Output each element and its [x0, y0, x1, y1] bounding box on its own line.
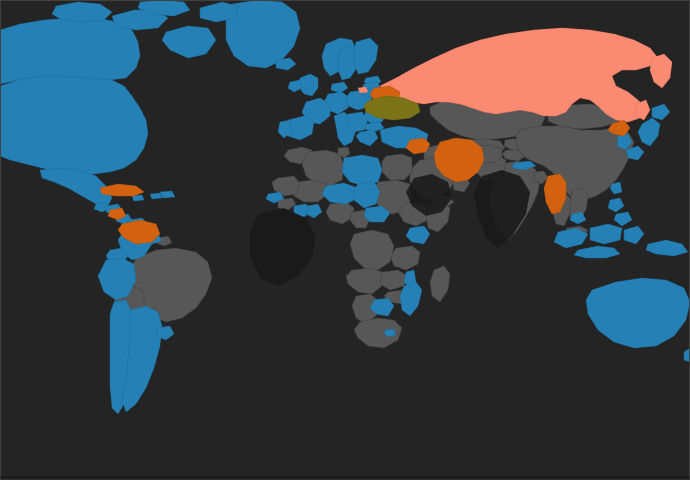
landmass-africa-west-shadow — [250, 208, 316, 286]
country-russia-kamchatka[interactable] — [649, 53, 673, 89]
country-dr-congo[interactable] — [349, 229, 395, 271]
country-egypt[interactable] — [381, 153, 413, 181]
country-china[interactable] — [515, 125, 635, 201]
country-layer-ukraine — [363, 95, 421, 121]
country-bangladesh[interactable] — [533, 170, 549, 185]
country-jamaica[interactable] — [131, 194, 145, 202]
country-portugal[interactable] — [277, 119, 293, 139]
country-philippines-1[interactable] — [607, 197, 625, 213]
country-cuba[interactable] — [99, 183, 145, 197]
country-taiwan[interactable] — [609, 181, 623, 195]
country-france[interactable] — [301, 97, 331, 125]
country-guinea[interactable] — [277, 197, 297, 211]
country-japan-south[interactable] — [625, 145, 645, 161]
country-ghana[interactable] — [305, 203, 323, 219]
country-united-states[interactable] — [0, 73, 149, 175]
country-madagascar[interactable] — [429, 265, 451, 303]
country-iran[interactable] — [433, 137, 485, 183]
country-balkans[interactable] — [345, 111, 369, 133]
country-mauritania[interactable] — [271, 175, 301, 197]
country-iceland[interactable] — [275, 57, 297, 71]
country-indonesia-java[interactable] — [573, 245, 621, 259]
country-north-korea[interactable] — [607, 119, 631, 137]
country-libya[interactable] — [341, 154, 383, 187]
country-philippines-2[interactable] — [613, 211, 633, 227]
country-russia-kaliningrad[interactable] — [357, 86, 369, 94]
country-indonesia-sumatra[interactable] — [553, 227, 589, 249]
country-ireland[interactable] — [287, 79, 303, 93]
country-baffin[interactable] — [161, 25, 217, 59]
country-nicaragua[interactable] — [107, 207, 127, 221]
country-myanmar[interactable] — [543, 173, 567, 215]
country-senegal[interactable] — [265, 191, 285, 204]
country-central-african-republic[interactable] — [363, 205, 391, 223]
country-venezuela[interactable] — [117, 219, 161, 245]
country-russia-sakhalin[interactable] — [635, 99, 651, 121]
country-cambodia[interactable] — [569, 211, 587, 225]
country-haiti[interactable] — [149, 192, 163, 200]
country-mozambique[interactable] — [399, 281, 423, 317]
country-japan[interactable] — [637, 117, 661, 147]
country-denmark[interactable] — [330, 81, 349, 94]
country-dominican-republic[interactable] — [159, 190, 176, 199]
country-canada-arctic-1[interactable] — [51, 1, 113, 23]
country-japan-hokkaido[interactable] — [651, 103, 671, 121]
country-canada[interactable] — [0, 17, 141, 85]
landmass-india-shadow — [474, 170, 530, 248]
country-australia[interactable] — [585, 277, 690, 349]
country-indonesia-sulawesi[interactable] — [623, 225, 645, 245]
country-syria[interactable] — [405, 137, 431, 155]
country-lesotho[interactable] — [383, 328, 397, 338]
country-angola[interactable] — [345, 267, 383, 295]
country-greenland-north[interactable] — [199, 1, 239, 23]
country-south-africa[interactable] — [353, 317, 403, 349]
country-chad-blue[interactable] — [353, 181, 381, 209]
country-new-zealand-1[interactable] — [683, 347, 690, 363]
country-argentina[interactable] — [121, 305, 163, 413]
country-south-korea[interactable] — [616, 133, 633, 151]
country-tunisia[interactable] — [337, 146, 351, 159]
country-finland[interactable] — [353, 37, 379, 75]
country-greece[interactable] — [355, 129, 379, 147]
country-uruguay[interactable] — [155, 325, 175, 341]
country-algeria[interactable] — [301, 149, 345, 187]
country-peru[interactable] — [97, 257, 137, 301]
country-indonesia-borneo[interactable] — [589, 223, 623, 245]
country-canada-arctic-2[interactable] — [111, 9, 169, 31]
unmapped-landmass-layer — [250, 170, 530, 286]
country-malawi[interactable] — [403, 269, 417, 289]
country-papua-new-guinea[interactable] — [645, 239, 689, 257]
country-ukraine[interactable] — [363, 95, 421, 121]
country-kenya[interactable] — [405, 225, 431, 245]
landmass-arabia-shadow — [406, 174, 452, 216]
country-nepal-blue[interactable] — [511, 160, 537, 171]
country-layer-aligned-west — [0, 0, 690, 415]
country-niger[interactable] — [321, 182, 359, 205]
country-botswana[interactable] — [369, 297, 395, 317]
